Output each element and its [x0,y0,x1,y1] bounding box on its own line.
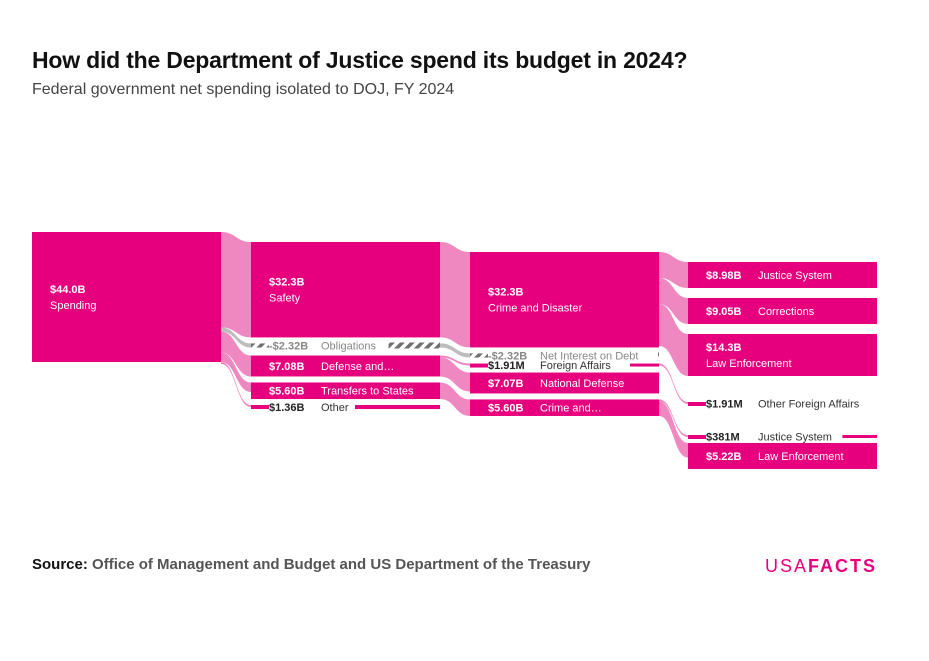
nodes-layer [32,232,877,469]
node-value-corrections: $9.05B [706,306,742,318]
sankey-node-foreign_affairs [470,363,488,368]
sankey-node-law_enforcement [688,334,877,376]
node-value-other: $1.36B [269,402,305,414]
node-value-national_defense: $7.07B [488,378,524,390]
node-label-national_defense: National Defense [540,378,624,390]
node-label-crime_and: Crime and… [540,403,602,415]
node-value-justice_system_2: $381M [706,432,740,444]
sankey-node-national_defense [470,372,659,394]
node-label-other_foreign: Other Foreign Affairs [758,399,860,411]
node-label-other: Other [321,402,349,414]
node-label-transfers: Transfers to States [321,386,414,398]
sankey-node-crime_and [470,399,659,416]
node-bar-other [355,405,440,410]
node-label-net_interest: Net Interest on Debt [540,350,638,362]
sankey-link-crime_and-to-law_enforcement_2 [659,401,688,458]
sankey-link-spending-to-defense_and [221,331,251,377]
node-label-corrections: Corrections [758,306,815,318]
sankey-node-transfers [251,382,440,400]
sankey-node-justice_system [688,262,877,288]
sankey-link-obligations-to-net_interest [440,343,470,358]
node-value-justice_system: $8.98B [706,270,742,282]
node-label-justice_system: Justice System [758,270,832,282]
node-value-foreign_affairs: $1.91M [488,360,525,372]
node-value-obligations: -$2.32B [269,340,308,352]
node-label-foreign_affairs: Foreign Affairs [540,360,611,372]
node-value-safety: $32.3B [269,277,305,289]
sankey-node-crime_disaster [470,252,659,348]
sankey-link-defense_and-to-national_defense [440,357,470,392]
sankey-node-spending [32,232,221,362]
node-value-law_enforcement: $14.3B [706,342,742,354]
sankey-node-safety [251,242,440,338]
sankey-link-foreign_affairs-to-other_foreign [659,363,688,404]
node-label-defense_and: Defense and… [321,361,394,373]
node-label-justice_system_2: Justice System [758,432,832,444]
chart-title: How did the Department of Justice spend … [32,47,688,73]
node-label-obligations: Obligations [321,340,377,352]
sankey-node-other_foreign [688,402,706,406]
node-bar-obligations [388,342,440,349]
node-bar-foreign_affairs [630,363,659,367]
node-label-law_enforcement: Law Enforcement [706,358,792,370]
node-label-spending: Spending [50,300,97,312]
node-value-spending: $44.0B [50,284,86,296]
source-note: Source: Office of Management and Budget … [32,556,590,573]
node-label-crime_disaster: Crime and Disaster [488,303,582,315]
sankey-node-net_interest [470,353,488,358]
node-label-safety: Safety [269,293,301,305]
node-value-law_enforcement_2: $5.22B [706,451,742,463]
sankey-node-obligations [251,343,269,348]
node-value-net_interest: -$2.32B [488,350,527,362]
sankey-link-safety-to-crime_disaster [440,242,470,348]
sankey-node-justice_system_2 [688,435,706,439]
labels-layer: $44.0B Spending $32.3B Safety -$2.32B Obligat… [50,270,860,463]
sankey-link-spending-to-transfers [221,352,251,392]
sankey-node-defense_and [251,355,440,377]
sankey-link-spending-to-other [221,362,251,408]
sankey-link-crime_and-to-justice_system_2 [659,399,688,437]
chart-subtitle: Federal government net spending isolated… [32,81,455,98]
sankey-link-spending-to-obligations [221,327,251,348]
node-value-crime_disaster: $32.3B [488,287,524,299]
source-label: Source: [32,556,88,573]
links-layer [221,232,688,458]
sankey-link-transfers-to-crime_and [440,382,470,416]
node-bar-justice_system_2 [842,435,877,438]
source-text: Office of Management and Budget and US D… [92,556,591,573]
node-value-other_foreign: $1.91M [706,399,743,411]
node-label-law_enforcement_2: Law Enforcement [758,451,844,463]
sankey-link-crime_disaster-to-corrections [659,278,688,324]
node-value-defense_and: $7.08B [269,361,305,373]
sankey-node-corrections [688,298,877,324]
node-value-crime_and: $5.60B [488,403,524,415]
sankey-node-law_enforcement_2 [688,443,877,469]
sankey-link-defense_and-to-foreign_affairs [440,355,470,366]
node-value-transfers: $5.60B [269,386,305,398]
sankey-node-other [251,405,269,410]
sankey-link-spending-to-safety [221,232,251,338]
usafacts-logo: USAFACTS [764,556,877,576]
sankey-link-crime_disaster-to-justice_system [659,252,688,288]
node-bar-net_interest [658,352,659,359]
sankey-link-crime_disaster-to-law_enforcement [659,304,688,376]
